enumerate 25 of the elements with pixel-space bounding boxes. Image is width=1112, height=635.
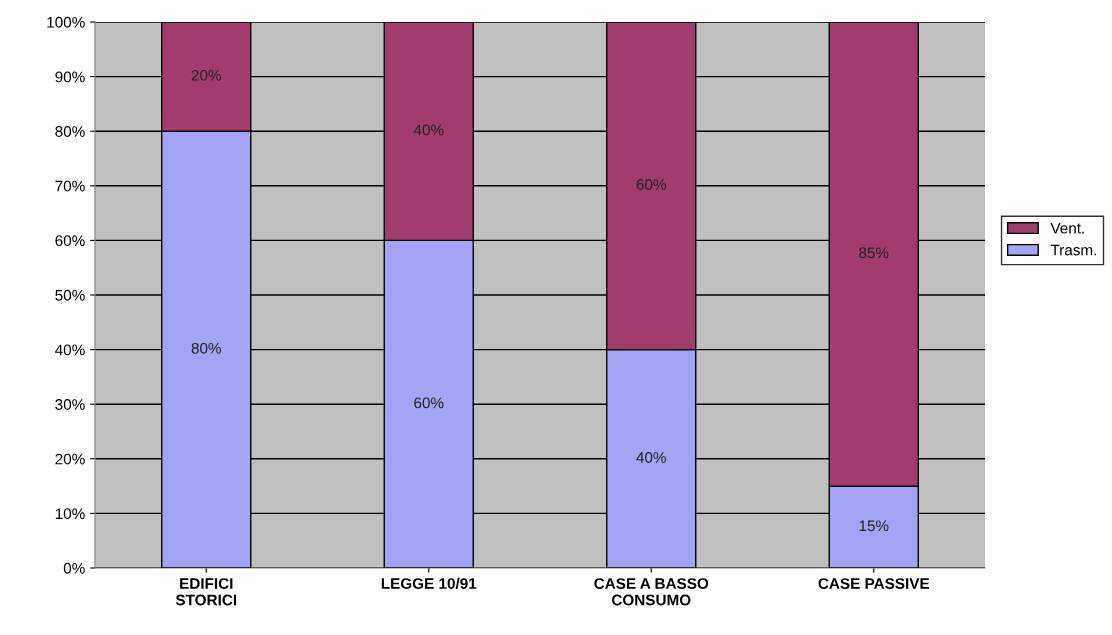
y-tick-label: 70% bbox=[55, 180, 85, 192]
y-tick-label: 10% bbox=[55, 508, 85, 520]
data-label: 60% bbox=[636, 179, 666, 190]
x-tick-label: CASE PASSIVE bbox=[818, 578, 930, 589]
y-tick-label: 100% bbox=[47, 16, 85, 28]
y-tick-label: 50% bbox=[55, 289, 85, 301]
y-tick-label: 20% bbox=[55, 453, 85, 465]
data-label: 20% bbox=[191, 69, 221, 81]
legend-label: Vent. bbox=[1050, 222, 1084, 234]
x-tick-label: EDIFICI STORICI bbox=[175, 578, 237, 606]
y-tick-label: 40% bbox=[55, 344, 85, 356]
y-tick-label: 80% bbox=[55, 126, 85, 137]
y-tick-label: 30% bbox=[55, 399, 85, 410]
y-tick-label: 90% bbox=[55, 71, 85, 83]
data-label: 85% bbox=[859, 247, 889, 259]
data-label: 15% bbox=[859, 520, 889, 532]
y-tick-label: 0% bbox=[63, 562, 85, 574]
legend-label: Trasm. bbox=[1050, 244, 1096, 256]
data-label: 60% bbox=[414, 397, 444, 409]
data-label: 40% bbox=[413, 124, 444, 136]
data-label: 80% bbox=[191, 342, 221, 354]
x-tick-label: CASE A BASSO CONSUMO bbox=[594, 578, 709, 606]
data-label: 40% bbox=[636, 452, 666, 463]
y-tick-label: 60% bbox=[55, 235, 85, 247]
x-tick-label: LEGGE 10/91 bbox=[381, 577, 477, 590]
